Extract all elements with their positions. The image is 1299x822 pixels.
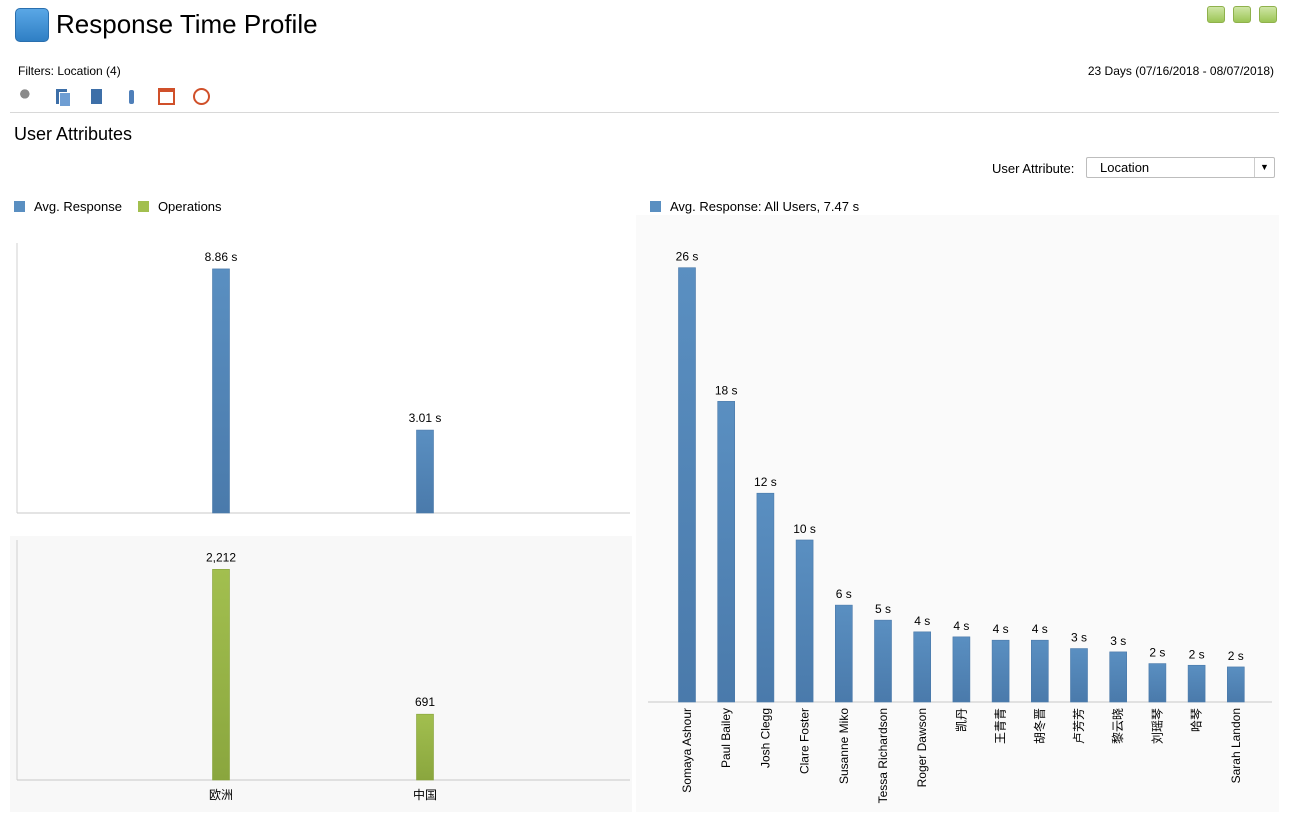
data-label: 2 s (1189, 647, 1205, 661)
x-tick-label: 哈琴 (1190, 708, 1204, 732)
data-label: 4 s (953, 619, 969, 633)
legend-item-avg-response[interactable]: Avg. Response (14, 199, 122, 214)
bar-operations (416, 713, 434, 781)
bar-user-response (1109, 651, 1127, 703)
section-title: User Attributes (14, 124, 133, 144)
bar-avg-response (416, 429, 434, 514)
legend-item-all-users[interactable]: Avg. Response: All Users, 7.47 s (650, 199, 859, 214)
data-label: 5 s (875, 602, 891, 616)
filter-icon[interactable] (1207, 6, 1225, 23)
data-label: 26 s (676, 250, 699, 264)
bar-user-response (756, 492, 775, 703)
calendar-icon[interactable] (158, 88, 175, 105)
x-tick-label: Sarah Landon (1229, 708, 1243, 783)
legend-label: Operations (157, 199, 222, 214)
date-range[interactable]: 23 Days (07/16/2018 - 08/07/2018) (1087, 64, 1274, 78)
data-label: 8.86 s (205, 250, 238, 264)
x-tick-label: Clare Foster (798, 708, 812, 774)
filter-check-icon[interactable] (1233, 6, 1251, 23)
legend-swatch (14, 201, 25, 212)
legend-label: Avg. Response: All Users, 7.47 s (670, 199, 860, 214)
right-legend: Avg. Response: All Users, 7.47 s (650, 199, 859, 214)
bar-user-response (913, 631, 932, 703)
pointer-icon[interactable] (123, 88, 140, 105)
bar-avg-response (212, 268, 230, 514)
filters-text[interactable]: Filters: Location (4) (18, 64, 121, 78)
x-tick-label: Roger Dawson (915, 708, 929, 787)
bar-user-response (678, 267, 696, 703)
filter-settings-icon[interactable] (1259, 6, 1277, 23)
bar-user-response (874, 619, 892, 703)
user-attribute-select[interactable]: Location ▼ (1086, 157, 1275, 178)
bar-user-response (1187, 664, 1206, 703)
data-label: 3 s (1071, 631, 1087, 645)
left-legend: Avg. Response Operations (14, 199, 222, 214)
bar-user-response (795, 539, 814, 703)
x-tick-label: 凯丹 (954, 708, 968, 732)
user-attribute-value: Location (1100, 160, 1150, 175)
data-label: 2,212 (206, 550, 236, 564)
legend-swatch (137, 201, 149, 212)
user-attribute-label: User Attribute: (992, 161, 1075, 176)
bar-user-response (1227, 666, 1245, 703)
bar-user-response (1148, 663, 1167, 703)
bar-user-response (952, 636, 971, 703)
data-label: 4 s (993, 622, 1009, 636)
bar-user-response (991, 639, 1010, 703)
top-icon-group (1207, 6, 1277, 23)
x-tick-label: Josh Clegg (758, 708, 772, 768)
x-tick-label: Paul Bailey (719, 708, 733, 768)
divider (10, 112, 1279, 113)
data-label: 2 s (1149, 646, 1165, 660)
data-label: 3.01 s (409, 411, 442, 425)
data-label: 18 s (715, 383, 738, 397)
home-icon[interactable] (15, 8, 49, 42)
operations-chart-background (10, 536, 632, 812)
x-tick-label: 中国 (413, 787, 437, 802)
data-label: 691 (415, 695, 435, 709)
bar-operations (212, 569, 230, 781)
x-tick-label: 王青青 (994, 708, 1008, 744)
user-chart-background (636, 215, 1279, 812)
legend-swatch (650, 201, 661, 212)
bar-user-response (717, 401, 736, 703)
bar-user-response (1070, 648, 1088, 703)
data-label: 10 s (793, 522, 816, 536)
data-label: 3 s (1110, 634, 1126, 648)
x-tick-label: 胡冬晋 (1032, 708, 1047, 744)
data-label: 4 s (914, 614, 930, 628)
toolbar (18, 88, 210, 107)
x-tick-label: 黎云晓 (1111, 708, 1125, 744)
x-tick-label: 欧洲 (209, 788, 233, 802)
x-tick-label: Tessa Richardson (876, 708, 890, 803)
x-tick-label: 刘瑶琴 (1150, 708, 1164, 744)
x-tick-label: Susanne Miko (837, 708, 851, 784)
bar-user-response (834, 604, 853, 703)
document-icon[interactable] (88, 88, 105, 105)
documents-icon[interactable] (53, 88, 71, 107)
legend-item-operations[interactable]: Operations (137, 199, 222, 214)
data-label: 6 s (836, 587, 852, 601)
x-tick-label: Somaya Ashour (680, 708, 694, 793)
legend-label: Avg. Response (34, 199, 122, 214)
chevron-down-icon[interactable]: ▼ (1254, 158, 1274, 177)
data-label: 12 s (754, 475, 777, 489)
users-icon[interactable] (18, 88, 35, 105)
data-label: 4 s (1032, 622, 1048, 636)
page-title: Response Time Profile (56, 9, 318, 39)
x-tick-label: 卢芳芳 (1071, 708, 1086, 744)
data-label: 2 s (1228, 649, 1244, 663)
clock-icon[interactable] (193, 88, 210, 105)
bar-user-response (1031, 639, 1049, 703)
